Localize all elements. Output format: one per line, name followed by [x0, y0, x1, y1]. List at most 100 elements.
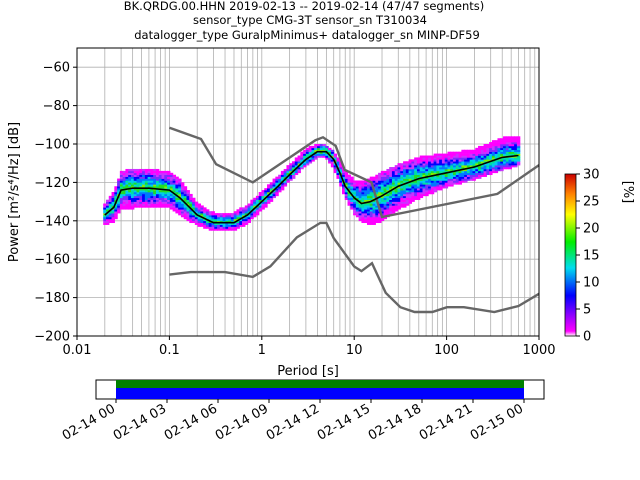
psd-cloud-cell [347, 174, 351, 177]
psd-cloud-cell [261, 190, 265, 193]
psd-cloud-cell [255, 201, 260, 204]
psd-cloud-cell [464, 174, 468, 177]
psd-cloud-cell [355, 184, 360, 187]
psd-cloud-cell [194, 222, 199, 225]
psd-cloud-cell [464, 163, 468, 166]
psd-cloud-cell [353, 211, 357, 214]
psd-cloud-cell [361, 190, 365, 193]
psd-cloud-cell [247, 215, 251, 218]
psd-cloud-cell [516, 149, 521, 152]
psd-cloud-cell [380, 170, 385, 174]
psd-cloud-cell [147, 168, 152, 172]
psd-cloud-cell [114, 193, 118, 197]
psd-cloud-cell [447, 163, 451, 166]
psd-cloud-cell [192, 199, 196, 202]
psd-cloud-cell [169, 182, 174, 185]
psd-cloud-cell [186, 216, 190, 220]
psd-cloud-cell [153, 195, 157, 199]
psd-cloud-cell [500, 165, 504, 168]
psd-cloud-cell [433, 172, 438, 176]
psd-cloud-cell [350, 201, 354, 204]
psd-cloud-cell [461, 172, 465, 176]
psd-cloud-cell [183, 188, 188, 191]
psd-cloud-cell [378, 203, 382, 206]
psd-cloud-cell [347, 178, 351, 181]
psd-cloud-cell [461, 163, 465, 166]
psd-cloud-cell [269, 182, 274, 185]
psd-cloud-cell [139, 168, 143, 172]
psd-cloud-cell [372, 199, 376, 202]
psd-cloud-cell [150, 178, 154, 181]
psd-cloud-cell [128, 201, 132, 204]
psd-cloud-cell [378, 188, 382, 191]
psd-cloud-cell [139, 170, 143, 174]
psd-cloud-cell [439, 178, 443, 181]
psd-cloud-cell [408, 178, 413, 181]
psd-cloud-cell [194, 216, 199, 220]
psd-cloud-cell [180, 184, 185, 187]
psd-cloud-cell [497, 138, 501, 141]
psd-cloud-cell [214, 226, 218, 229]
psd-cloud-cell [214, 222, 218, 225]
psd-cloud-cell [364, 195, 368, 199]
psd-cloud-cell [486, 170, 490, 174]
psd-cloud-cell [505, 165, 510, 168]
psd-cloud-cell [189, 203, 193, 206]
psd-cloud-cell [514, 159, 518, 162]
psd-cloud-cell [494, 168, 499, 172]
psd-cloud-cell [139, 172, 143, 176]
psd-cloud-cell [394, 176, 399, 179]
psd-cloud-cell [322, 145, 326, 149]
psd-cloud-cell [439, 165, 443, 168]
psd-cloud-cell [514, 136, 518, 139]
psd-cloud-cell [461, 167, 465, 170]
psd-cloud-cell [200, 220, 204, 224]
psd-cloud-cell [197, 209, 202, 212]
psd-cloud-cell [489, 168, 493, 172]
psd-cloud-cell [136, 180, 140, 183]
psd-cloud-cell [389, 170, 393, 174]
psd-cloud-cell [489, 161, 493, 164]
psd-cloud-cell [144, 184, 149, 187]
psd-cloud-cell [244, 205, 249, 208]
psd-cloud-cell [397, 170, 401, 174]
psd-cloud-cell [158, 184, 163, 187]
psd-cloud-cell [439, 182, 443, 185]
psd-cloud-cell [142, 203, 146, 206]
psd-cloud-cell [489, 153, 493, 156]
psd-cloud-cell [305, 149, 310, 152]
psd-cloud-cell [336, 176, 340, 179]
psd-cloud-cell [400, 165, 404, 168]
psd-cloud-cell [264, 201, 268, 204]
psd-cloud-cell [450, 165, 454, 168]
psd-cloud-cell [125, 168, 129, 172]
psd-cloud-cell [416, 195, 421, 199]
psd-cloud-cell [497, 140, 501, 143]
psd-cloud-cell [153, 174, 157, 177]
psd-cloud-cell [267, 197, 271, 200]
psd-cloud-cell [405, 172, 410, 176]
psd-cloud-cell [483, 163, 487, 166]
x-tick-label: 0.01 [63, 343, 92, 358]
psd-cloud-cell [464, 159, 468, 162]
psd-cloud-cell [247, 205, 251, 208]
psd-cloud-cell [230, 228, 235, 231]
psd-cloud-cell [508, 145, 512, 149]
psd-cloud-cell [444, 186, 449, 189]
psd-cloud-cell [414, 186, 418, 189]
psd-cloud-cell [369, 215, 374, 218]
psd-cloud-cell [383, 193, 388, 197]
x-tick-label: 1 [258, 343, 266, 358]
psd-cloud-cell [208, 226, 213, 229]
psd-cloud-cell [411, 197, 415, 200]
psd-cloud-cell [394, 207, 399, 210]
psd-cloud-cell [405, 165, 410, 168]
psd-cloud-cell [394, 172, 399, 176]
psd-cloud-cell [475, 176, 479, 179]
psd-cloud-cell [267, 188, 271, 191]
psd-cloud-cell [514, 145, 518, 149]
psd-cloud-cell [391, 186, 396, 189]
psd-cloud-cell [458, 159, 462, 162]
time-tick-label: 02-15 00 [468, 401, 526, 443]
psd-cloud-cell [364, 211, 368, 214]
